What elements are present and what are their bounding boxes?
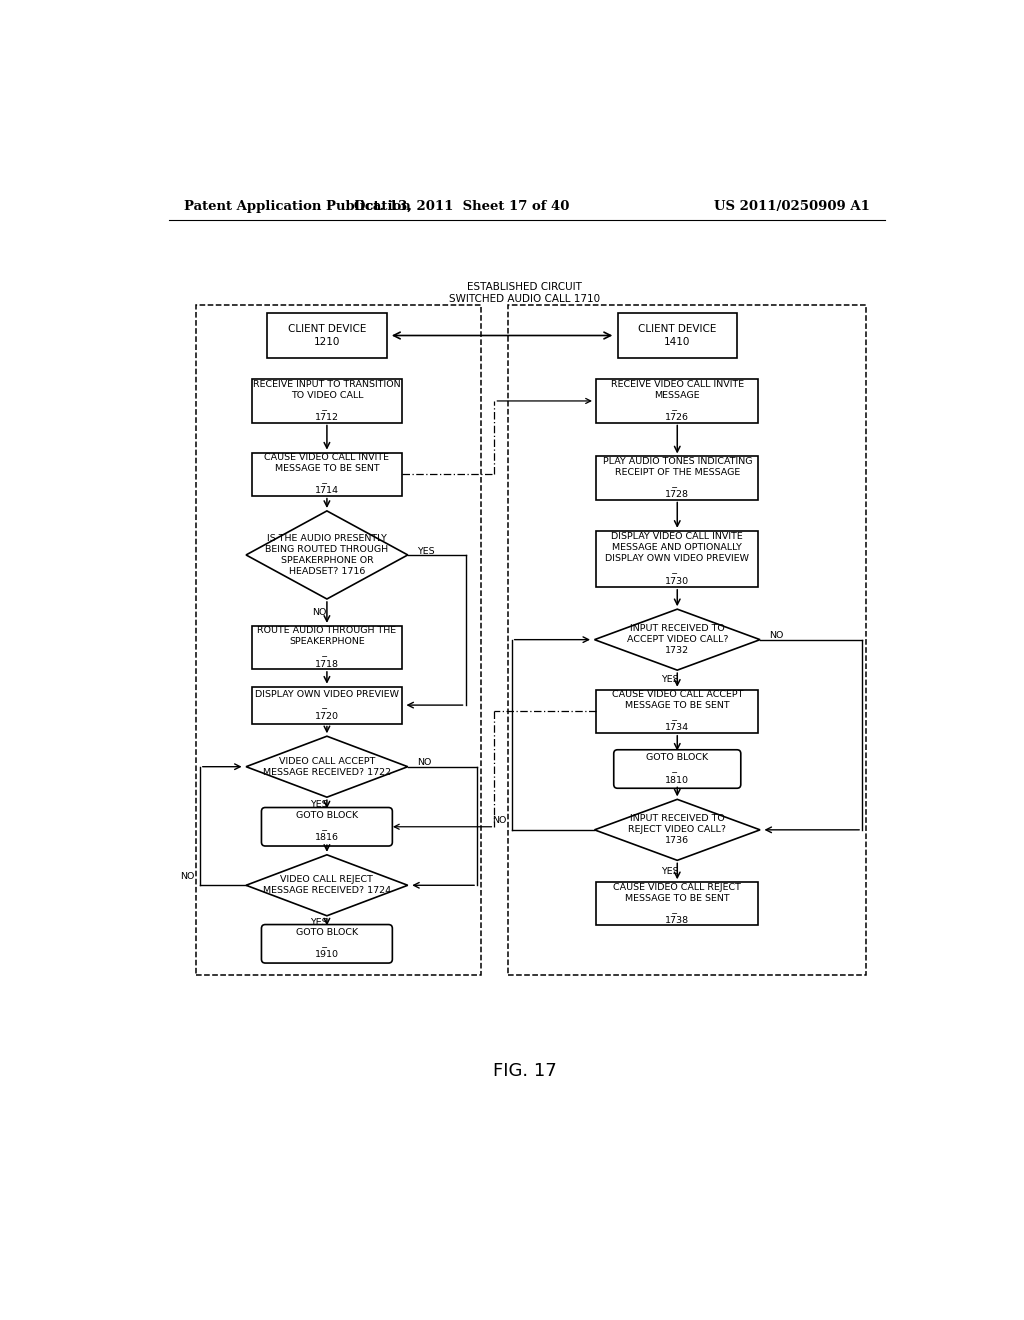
Text: RECEIVE INPUT TO TRANSITION
TO VIDEO CALL
̲
1712: RECEIVE INPUT TO TRANSITION TO VIDEO CAL… — [253, 380, 400, 422]
FancyBboxPatch shape — [252, 626, 402, 669]
Text: NO: NO — [492, 816, 506, 825]
Text: CAUSE VIDEO CALL ACCEPT
MESSAGE TO BE SENT
̲
1734: CAUSE VIDEO CALL ACCEPT MESSAGE TO BE SE… — [611, 690, 743, 733]
FancyBboxPatch shape — [617, 313, 737, 358]
Text: INPUT RECEIVED TO
ACCEPT VIDEO CALL?
1732: INPUT RECEIVED TO ACCEPT VIDEO CALL? 173… — [627, 624, 728, 655]
Text: CAUSE VIDEO CALL REJECT
MESSAGE TO BE SENT
̲
1738: CAUSE VIDEO CALL REJECT MESSAGE TO BE SE… — [613, 883, 741, 925]
Text: VIDEO CALL ACCEPT
MESSAGE RECEIVED? 1722: VIDEO CALL ACCEPT MESSAGE RECEIVED? 1722 — [263, 756, 391, 776]
Polygon shape — [595, 800, 760, 861]
Text: NO: NO — [769, 631, 783, 640]
Text: IS THE AUDIO PRESENTLY
BEING ROUTED THROUGH
SPEAKERPHONE OR
HEADSET? 1716: IS THE AUDIO PRESENTLY BEING ROUTED THRO… — [265, 533, 388, 576]
Text: Patent Application Publication: Patent Application Publication — [184, 199, 412, 213]
Text: DISPLAY VIDEO CALL INVITE
MESSAGE AND OPTIONALLY
DISPLAY OWN VIDEO PREVIEW
̲
173: DISPLAY VIDEO CALL INVITE MESSAGE AND OP… — [605, 532, 750, 586]
Text: GOTO BLOCK
̲
1910: GOTO BLOCK ̲ 1910 — [296, 928, 358, 960]
FancyBboxPatch shape — [596, 457, 758, 499]
Polygon shape — [595, 609, 760, 671]
Polygon shape — [246, 737, 408, 797]
Polygon shape — [246, 855, 408, 916]
Text: RECEIVE VIDEO CALL INVITE
MESSAGE
̲
1726: RECEIVE VIDEO CALL INVITE MESSAGE ̲ 1726 — [610, 380, 743, 422]
Text: CAUSE VIDEO CALL INVITE
MESSAGE TO BE SENT
̲
1714: CAUSE VIDEO CALL INVITE MESSAGE TO BE SE… — [264, 453, 389, 495]
Polygon shape — [246, 511, 408, 599]
FancyBboxPatch shape — [596, 379, 758, 422]
Text: INPUT RECEIVED TO
REJECT VIDEO CALL?
1736: INPUT RECEIVED TO REJECT VIDEO CALL? 173… — [629, 814, 726, 845]
Text: NO: NO — [312, 609, 327, 616]
Text: DISPLAY OWN VIDEO PREVIEW
̲
1720: DISPLAY OWN VIDEO PREVIEW ̲ 1720 — [255, 689, 399, 721]
Text: NO: NO — [417, 759, 431, 767]
FancyBboxPatch shape — [261, 924, 392, 964]
Text: CLIENT DEVICE
1210: CLIENT DEVICE 1210 — [288, 325, 367, 347]
Text: Oct. 13, 2011  Sheet 17 of 40: Oct. 13, 2011 Sheet 17 of 40 — [354, 199, 569, 213]
Text: ROUTE AUDIO THROUGH THE
SPEAKERPHONE
̲
1718: ROUTE AUDIO THROUGH THE SPEAKERPHONE ̲ 1… — [257, 626, 396, 668]
FancyBboxPatch shape — [252, 379, 402, 422]
Text: US 2011/0250909 A1: US 2011/0250909 A1 — [714, 199, 869, 213]
Text: PLAY AUDIO TONES INDICATING
RECEIPT OF THE MESSAGE
̲
1728: PLAY AUDIO TONES INDICATING RECEIPT OF T… — [602, 457, 752, 499]
FancyBboxPatch shape — [252, 686, 402, 723]
Text: GOTO BLOCK
̲
1816: GOTO BLOCK ̲ 1816 — [296, 812, 358, 842]
Text: ESTABLISHED CIRCUIT
SWITCHED AUDIO CALL 1710: ESTABLISHED CIRCUIT SWITCHED AUDIO CALL … — [450, 282, 600, 304]
Text: YES: YES — [417, 546, 434, 556]
Text: NO: NO — [180, 871, 195, 880]
FancyBboxPatch shape — [267, 313, 387, 358]
FancyBboxPatch shape — [596, 882, 758, 925]
Text: YES: YES — [660, 867, 678, 875]
FancyBboxPatch shape — [596, 531, 758, 587]
Text: FIG. 17: FIG. 17 — [493, 1061, 557, 1080]
FancyBboxPatch shape — [252, 453, 402, 496]
Text: VIDEO CALL REJECT
MESSAGE RECEIVED? 1724: VIDEO CALL REJECT MESSAGE RECEIVED? 1724 — [263, 875, 391, 895]
Text: CLIENT DEVICE
1410: CLIENT DEVICE 1410 — [638, 325, 717, 347]
Text: YES: YES — [310, 917, 328, 927]
FancyBboxPatch shape — [613, 750, 740, 788]
Text: YES: YES — [310, 800, 328, 809]
FancyBboxPatch shape — [261, 808, 392, 846]
Text: GOTO BLOCK
̲
1810: GOTO BLOCK ̲ 1810 — [646, 754, 709, 784]
Text: YES: YES — [660, 676, 678, 685]
FancyBboxPatch shape — [596, 689, 758, 733]
